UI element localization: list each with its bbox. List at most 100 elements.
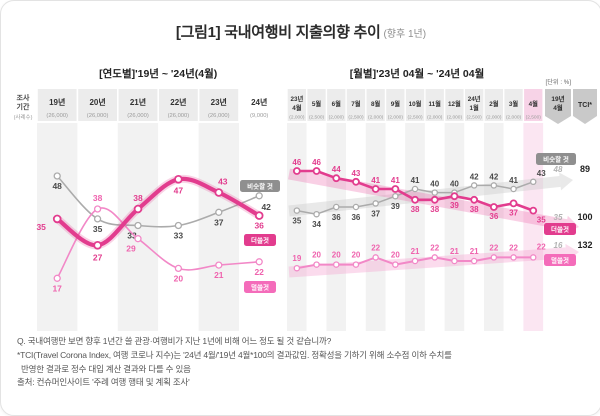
data-point-more bbox=[133, 204, 143, 214]
data-point-less bbox=[174, 264, 183, 273]
value-label-less: 22 bbox=[537, 242, 546, 251]
data-point-less bbox=[134, 235, 142, 243]
data-point-more bbox=[254, 211, 264, 220]
row-sublabel: (사례수) bbox=[14, 113, 33, 121]
sample-size: (2,000) bbox=[329, 115, 345, 121]
data-point-similar bbox=[372, 200, 379, 207]
sample-size: (2,500) bbox=[467, 115, 483, 121]
sample-size: (2,500) bbox=[309, 115, 325, 121]
value-label-less: 20 bbox=[174, 273, 184, 283]
legend-badge-label: 덜쓸것 bbox=[251, 283, 269, 292]
data-point-less bbox=[470, 257, 478, 265]
data-point-more bbox=[509, 199, 518, 208]
column-stripe bbox=[385, 123, 406, 331]
sample-size: (9,000) bbox=[250, 113, 268, 119]
value-label-more: 37 bbox=[509, 208, 518, 217]
value-label-more: 38 bbox=[133, 193, 143, 203]
legend-badge bbox=[244, 234, 276, 246]
tci-col-label: TCI* bbox=[578, 102, 592, 109]
column-stripe bbox=[77, 123, 118, 331]
month-label: 4월 bbox=[292, 103, 302, 112]
column-stripe bbox=[326, 123, 347, 331]
data-point-more bbox=[430, 195, 439, 204]
data-point-less bbox=[215, 261, 223, 269]
data-point-less bbox=[255, 258, 263, 266]
page-title: [그림1] 국내여행비 지출의향 추이 (향후 1년) bbox=[1, 21, 600, 42]
legend-badge-label: 비슷할 것 bbox=[247, 182, 273, 191]
column-stripe bbox=[37, 123, 78, 331]
data-point-more bbox=[93, 241, 102, 250]
value-label-similar: 36 bbox=[332, 213, 341, 222]
month-label: 5월 bbox=[312, 99, 322, 108]
year-label: 19년 bbox=[49, 97, 65, 107]
footnote-tci-2: 반영한 결과로 정수 대입 계산 결과와 다를 수 있음 bbox=[21, 363, 191, 374]
value-label-less: 17 bbox=[52, 283, 62, 293]
value-label-more: 43 bbox=[351, 169, 360, 178]
column-header-cell bbox=[159, 89, 198, 121]
column-header-cell bbox=[366, 89, 385, 121]
value-label-more: 27 bbox=[93, 252, 103, 262]
tci-value-less: 132 bbox=[577, 240, 592, 250]
value-label-similar: 40 bbox=[430, 180, 439, 189]
column-header-cell bbox=[445, 89, 464, 121]
ref-value-more: 35 bbox=[554, 213, 563, 222]
year-label: 24년 bbox=[251, 97, 267, 107]
data-point-more bbox=[312, 167, 321, 175]
data-point-similar bbox=[510, 185, 517, 193]
data-point-similar bbox=[431, 189, 438, 196]
value-label-similar: 35 bbox=[292, 217, 301, 226]
month-label: 2월 bbox=[489, 99, 499, 108]
value-label-similar: 48 bbox=[52, 181, 62, 191]
data-point-similar bbox=[470, 182, 478, 189]
trend-arrow bbox=[288, 247, 567, 278]
data-point-more bbox=[214, 188, 224, 197]
column-header-cell bbox=[405, 89, 425, 121]
column-stripe bbox=[444, 123, 465, 331]
value-label-less: 22 bbox=[509, 243, 518, 252]
value-label-less: 22 bbox=[430, 243, 439, 252]
column-header-cell bbox=[346, 89, 366, 121]
ref-col-ribbon bbox=[545, 89, 571, 124]
value-label-more: 47 bbox=[174, 185, 184, 195]
value-label-more: 38 bbox=[411, 205, 420, 214]
column-header-cell bbox=[327, 89, 346, 121]
data-point-similar bbox=[333, 203, 340, 211]
column-stripe bbox=[287, 123, 307, 331]
value-label-more: 38 bbox=[430, 205, 439, 214]
column-header-cell bbox=[287, 89, 306, 121]
left-chart-title: [연도별]'19년 ~ '24년(4월) bbox=[99, 67, 217, 80]
data-point-similar bbox=[352, 203, 360, 211]
sample-size: (2,500) bbox=[407, 115, 423, 121]
value-label-similar: 37 bbox=[214, 217, 224, 227]
column-header-cell bbox=[465, 89, 484, 121]
tci-value-similar: 89 bbox=[580, 164, 590, 174]
sample-size: (2,000) bbox=[368, 115, 384, 121]
value-label-similar: 42 bbox=[489, 172, 498, 181]
data-point-more bbox=[470, 195, 479, 204]
trend-arrow-head bbox=[559, 172, 573, 191]
legend-badge-label: 더쓸것 bbox=[551, 225, 569, 234]
sample-size: (2,000) bbox=[506, 115, 522, 121]
sample-size: (26,000) bbox=[46, 113, 68, 119]
data-point-similar bbox=[411, 185, 419, 193]
value-label-less: 29 bbox=[126, 244, 136, 254]
value-label-less: 19 bbox=[292, 254, 301, 263]
value-label-similar: 39 bbox=[391, 202, 400, 211]
data-point-less bbox=[451, 257, 458, 265]
column-stripe bbox=[503, 123, 524, 331]
column-header-cell bbox=[524, 89, 543, 121]
footnote-source: 출처: 컨슈머인사이트 '주례 여행 행태 및 계획 조사' bbox=[17, 377, 190, 388]
title-sub: (향후 1년) bbox=[383, 29, 427, 40]
column-stripe bbox=[405, 123, 425, 331]
month-label: 8월 bbox=[371, 99, 381, 108]
data-point-more bbox=[174, 175, 183, 184]
value-label-less: 20 bbox=[391, 251, 400, 260]
data-point-more bbox=[292, 167, 301, 175]
data-point-less bbox=[333, 261, 340, 268]
value-label-less: 20 bbox=[351, 251, 360, 260]
data-point-more bbox=[450, 192, 459, 201]
value-label-similar: 43 bbox=[537, 169, 546, 178]
ref-value-less: 16 bbox=[554, 241, 563, 250]
footnote-tci-1: *TCI(Travel Corona Index, 여행 코로나 지수)는 '2… bbox=[17, 349, 452, 360]
legend-badge bbox=[240, 180, 280, 192]
